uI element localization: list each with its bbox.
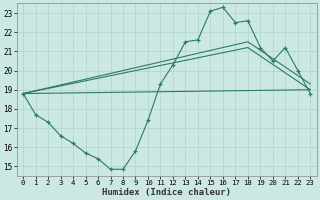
X-axis label: Humidex (Indice chaleur): Humidex (Indice chaleur) (102, 188, 231, 197)
